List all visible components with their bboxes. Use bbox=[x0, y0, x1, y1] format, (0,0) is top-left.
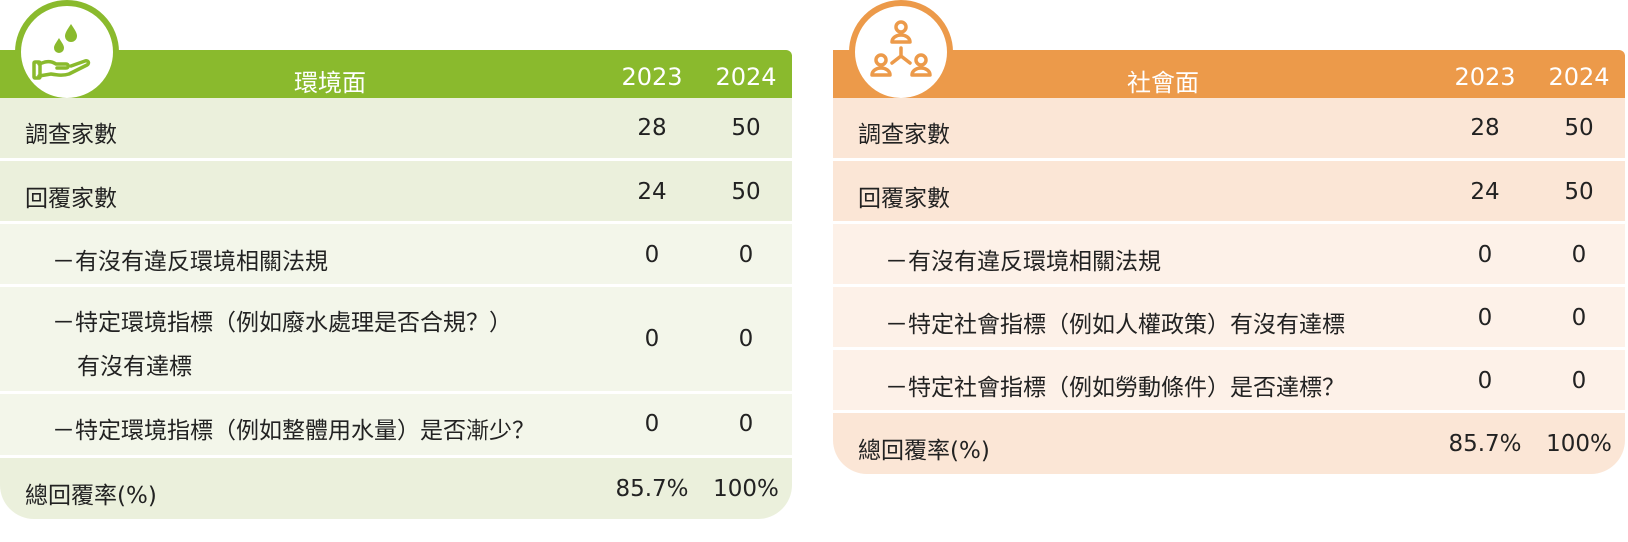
row-value-2023: 24 bbox=[1470, 179, 1500, 205]
row-value-2023: 0 bbox=[1477, 368, 1493, 394]
social-table: 調查家數 28 50 回覆家數 24 50 －有沒有違反環境相關法規 0 0 －… bbox=[833, 98, 1625, 474]
table-row: －特定社會指標（例如勞動條件）是否達標？ 0 0 bbox=[833, 347, 1625, 410]
environment-year-2023: 2023 bbox=[621, 63, 683, 91]
row-value-2024: 0 bbox=[738, 326, 754, 352]
row-value-2023: 0 bbox=[1477, 242, 1493, 268]
table-row: －有沒有違反環境相關法規 0 0 bbox=[0, 221, 792, 284]
row-value-2023: 85.7% bbox=[1448, 431, 1522, 457]
table-row: －特定社會指標（例如人權政策）有沒有達標 0 0 bbox=[833, 284, 1625, 347]
table-row: 調查家數 28 50 bbox=[0, 98, 792, 158]
row-label: 總回覆率(%) bbox=[858, 438, 990, 464]
row-value-2023: 0 bbox=[1477, 305, 1493, 331]
row-value-2024: 100% bbox=[713, 476, 779, 502]
row-label: 總回覆率(%) bbox=[25, 483, 157, 509]
row-value-2024: 100% bbox=[1546, 431, 1612, 457]
row-value-2023: 28 bbox=[637, 115, 667, 141]
table-row: 回覆家數 24 50 bbox=[833, 158, 1625, 221]
row-value-2023: 0 bbox=[644, 326, 660, 352]
row-value-2024: 0 bbox=[738, 411, 754, 437]
social-year-2024: 2024 bbox=[1548, 63, 1610, 91]
row-label-line1: －特定環境指標（例如廢水處理是否合規？） bbox=[52, 310, 512, 336]
row-value-2024: 0 bbox=[1571, 305, 1587, 331]
table-row: 調查家數 28 50 bbox=[833, 98, 1625, 158]
row-label: －特定環境指標（例如整體用水量）是否漸少？ bbox=[52, 418, 535, 444]
row-label: 回覆家數 bbox=[858, 186, 950, 212]
row-value-2024: 50 bbox=[731, 115, 761, 141]
table-row-total: 總回覆率(%) 85.7% 100% bbox=[0, 455, 792, 519]
row-value-2024: 0 bbox=[738, 242, 754, 268]
row-label: 回覆家數 bbox=[25, 186, 117, 212]
row-value-2023: 0 bbox=[644, 242, 660, 268]
row-value-2024: 0 bbox=[1571, 242, 1587, 268]
social-year-2023: 2023 bbox=[1454, 63, 1516, 91]
row-value-2024: 50 bbox=[1564, 115, 1594, 141]
people-network-icon bbox=[849, 0, 953, 104]
row-label: －有沒有違反環境相關法規 bbox=[885, 249, 1161, 275]
environment-header: 環境面 2023 2024 bbox=[0, 50, 792, 98]
table-row: －有沒有違反環境相關法規 0 0 bbox=[833, 221, 1625, 284]
row-value-2023: 85.7% bbox=[615, 476, 689, 502]
row-label: 調查家數 bbox=[858, 122, 950, 148]
table-row: －特定環境指標（例如廢水處理是否合規？） 有沒有達標 0 0 bbox=[0, 284, 792, 391]
social-title: 社會面 bbox=[1127, 69, 1199, 97]
environment-title: 環境面 bbox=[294, 69, 366, 97]
row-value-2024: 0 bbox=[1571, 368, 1587, 394]
row-label: 調查家數 bbox=[25, 122, 117, 148]
row-label: －特定社會指標（例如人權政策）有沒有達標 bbox=[885, 312, 1345, 338]
row-value-2023: 0 bbox=[644, 411, 660, 437]
row-label: －特定社會指標（例如勞動條件）是否達標？ bbox=[885, 375, 1345, 401]
row-value-2024: 50 bbox=[731, 179, 761, 205]
social-header: 社會面 2023 2024 bbox=[833, 50, 1625, 98]
row-label-line2: 有沒有達標 bbox=[77, 354, 192, 380]
table-row: 回覆家數 24 50 bbox=[0, 158, 792, 221]
row-label: －有沒有違反環境相關法規 bbox=[52, 249, 328, 275]
environment-table: 調查家數 28 50 回覆家數 24 50 －有沒有違反環境相關法規 0 0 －… bbox=[0, 98, 792, 519]
water-hand-icon bbox=[15, 0, 119, 104]
row-value-2023: 24 bbox=[637, 179, 667, 205]
row-value-2024: 50 bbox=[1564, 179, 1594, 205]
row-value-2023: 28 bbox=[1470, 115, 1500, 141]
environment-year-2024: 2024 bbox=[715, 63, 777, 91]
table-row-total: 總回覆率(%) 85.7% 100% bbox=[833, 410, 1625, 474]
table-row: －特定環境指標（例如整體用水量）是否漸少？ 0 0 bbox=[0, 391, 792, 455]
row-label: －特定環境指標（例如廢水處理是否合規？） 有沒有達標 bbox=[52, 303, 512, 381]
